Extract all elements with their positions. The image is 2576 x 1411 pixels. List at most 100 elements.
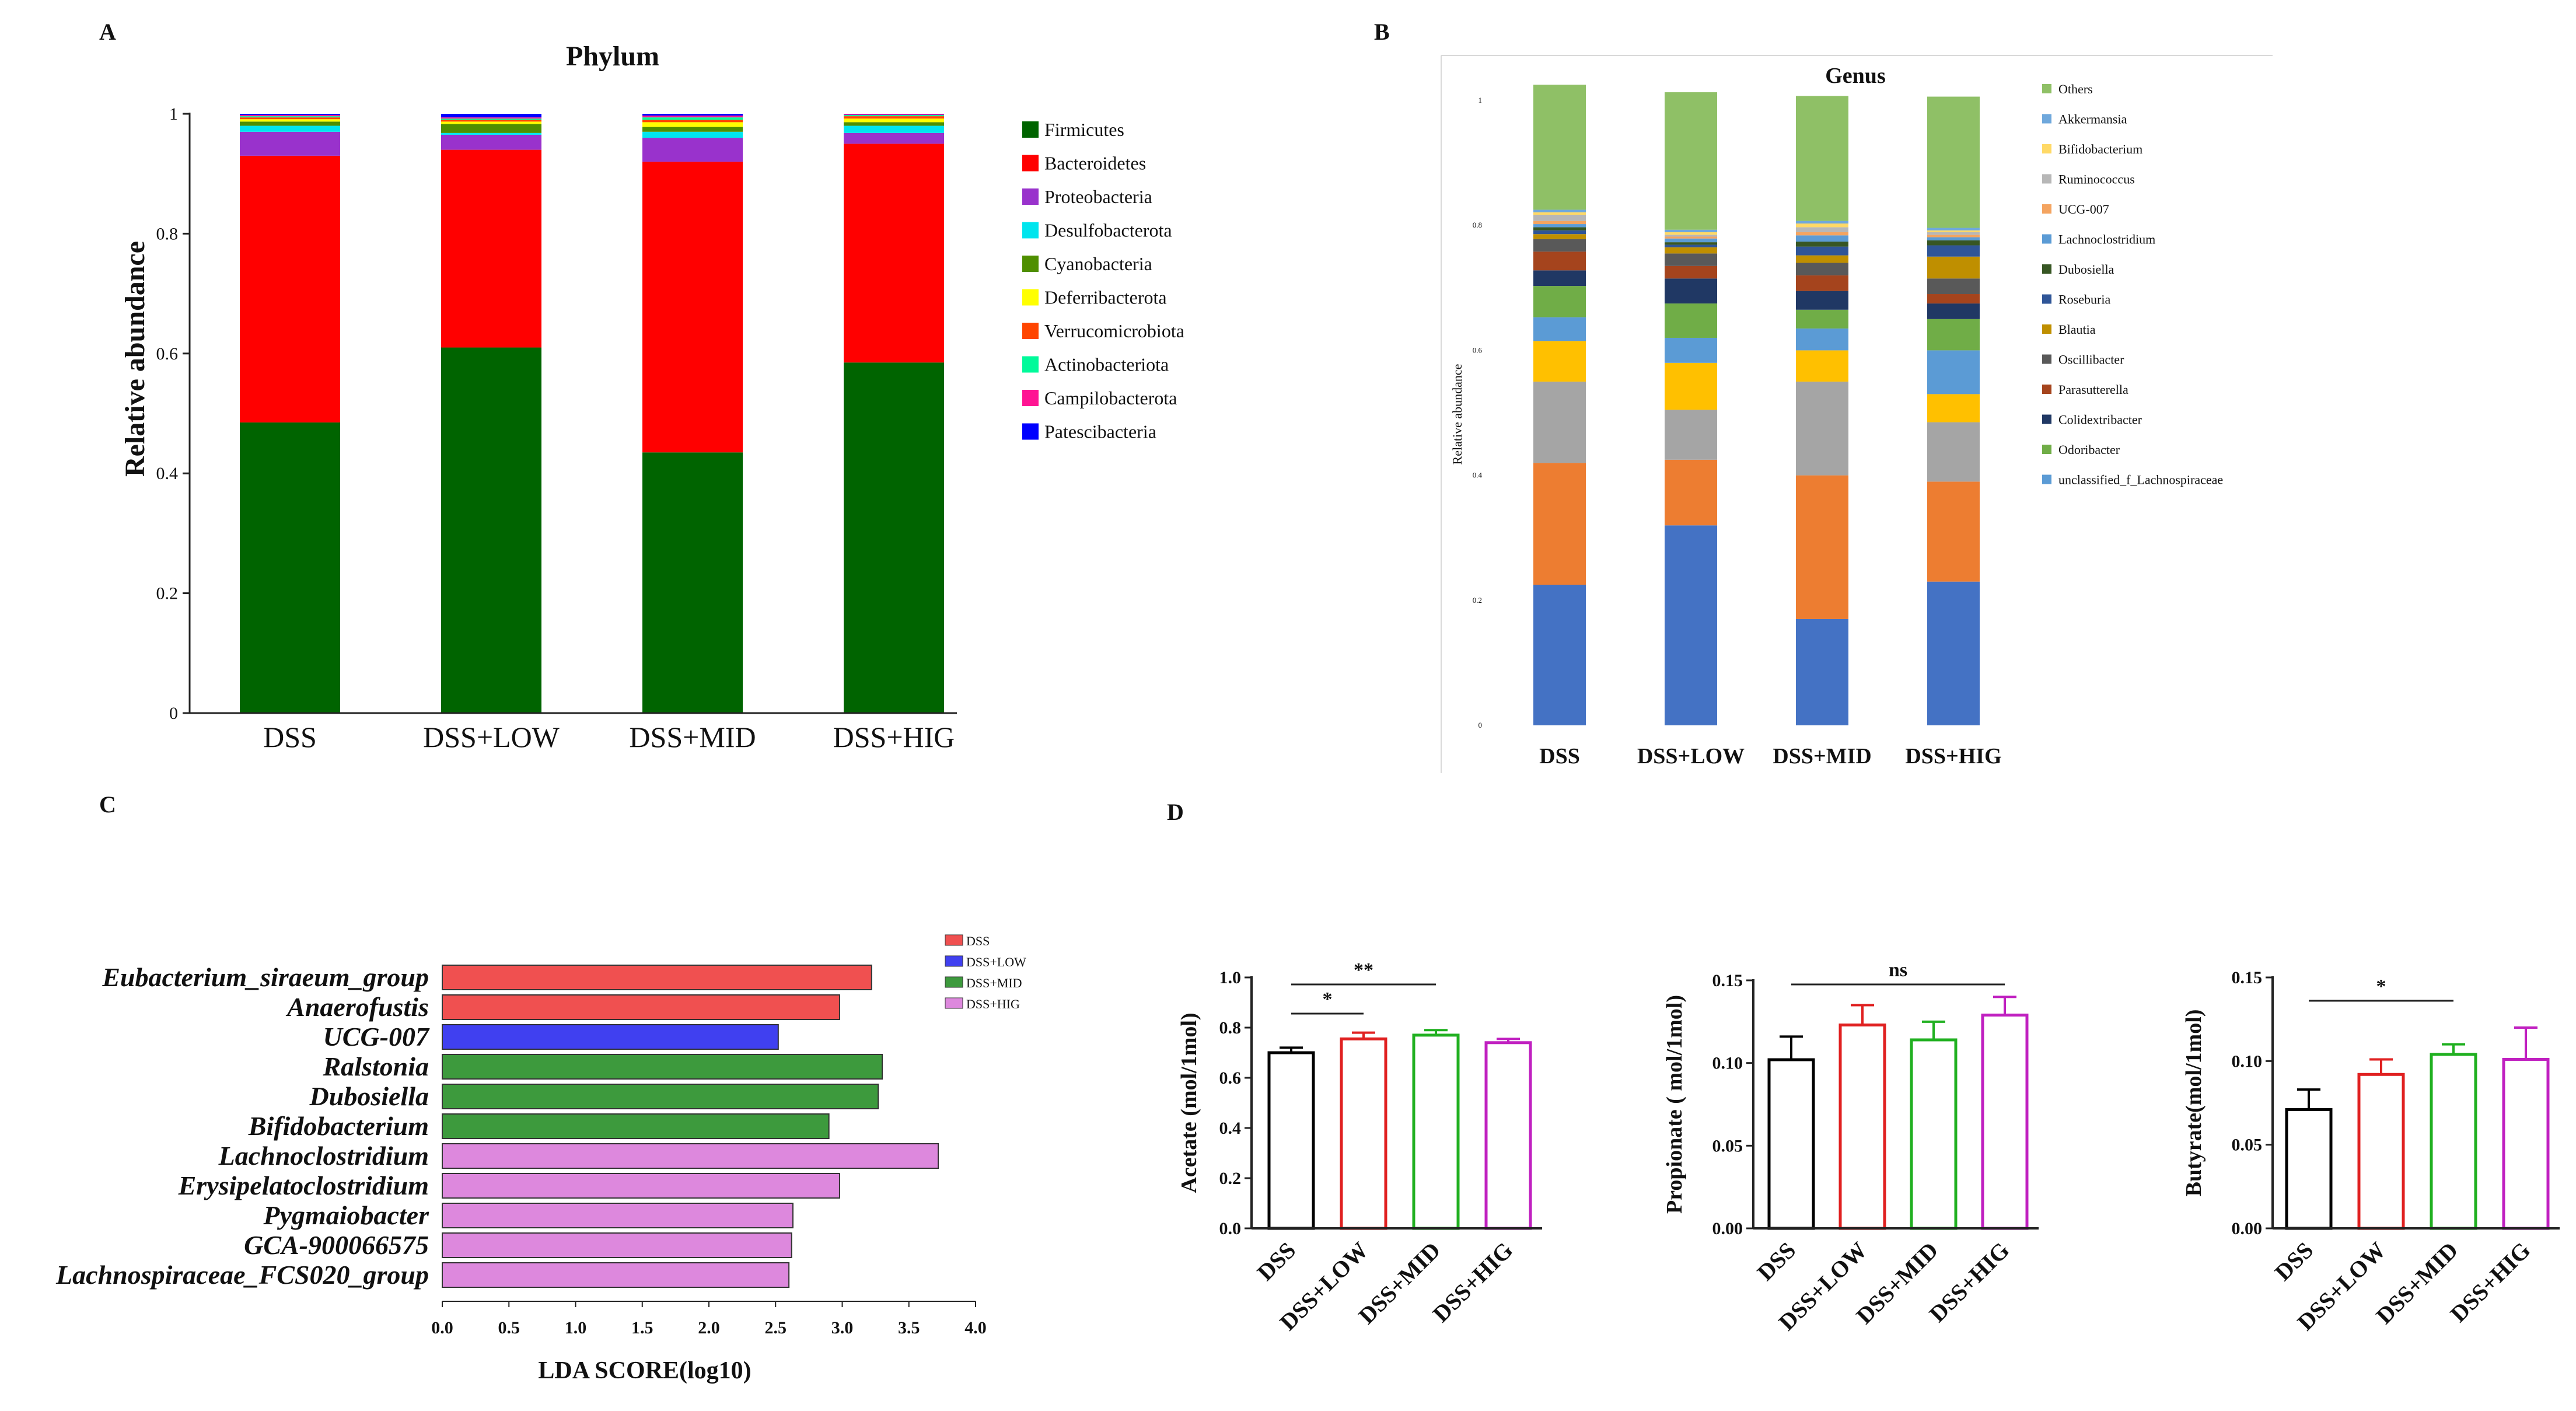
bar-dubosiella-dss-mid [1796, 242, 1848, 247]
bar-cyanobacteria-dss-low [441, 124, 541, 133]
bar-bacteroidetes-dss-hig [844, 144, 944, 363]
bar-bacteroidetes-dss-mid [642, 162, 743, 453]
bar-parasutterella-dss-hig [1927, 294, 1980, 304]
legend-swatch-colidextribacter [2042, 414, 2051, 424]
taxon-label-lachnospiraceae-fcs020-group: Lachnospiraceae_FCS020_group [55, 1260, 429, 1290]
legend-swatch-roseburia [2042, 294, 2051, 304]
y-axis-label: Butyrate(mol/1mol) [2182, 1010, 2206, 1197]
panel-label-a: A [99, 19, 116, 45]
bar-ucg-007-dss [1533, 221, 1586, 225]
lda-bar-eubacterium-siraeum-group [442, 965, 872, 990]
bar-ucg-007-dss-hig [1927, 235, 1980, 238]
y-tick-label: 0.15 [1712, 971, 1743, 990]
legend-swatch-others [2042, 84, 2051, 93]
bar-others-dss-low [1665, 92, 1717, 230]
bar-unclassified-f-lachnospiraceae-dss-mid [1796, 328, 1848, 351]
legend-label-lachnoclostridium: Lachnoclostridium [2058, 232, 2155, 247]
bar-dubosiella-dss-low [1665, 242, 1717, 245]
bar-ucg-007-dss-mid [1796, 232, 1848, 236]
x-tick-label: DSS+HIG [833, 721, 955, 753]
lda-bar-bifidobacterium [442, 1113, 830, 1139]
legend-label-oscillibacter: Oscillibacter [2058, 352, 2124, 367]
legend-label-roseburia: Roseburia [2058, 292, 2110, 307]
taxon-label-pygmaiobacter: Pygmaiobacter [263, 1200, 429, 1230]
x-tick-label: 2.5 [765, 1318, 787, 1337]
bar-verrucomicrobiota-dss-low [441, 120, 541, 122]
legend-label-others: Others [2058, 82, 2093, 96]
legend-swatch-firmicutes [1022, 121, 1039, 138]
y-tick-label: 0.8 [156, 224, 179, 243]
legend-swatch-actinobacteriota [1022, 356, 1039, 373]
lda-bar-ralstonia [442, 1054, 883, 1080]
bar-patescibacteria-dss-mid [642, 114, 743, 116]
y-tick-label: 0.6 [1473, 345, 1483, 354]
bar-segment-14-dss-hig [1927, 394, 1980, 422]
legend-label-bacteroidetes: Bacteroidetes [1044, 153, 1146, 174]
legend-label-parasutterella: Parasutterella [2058, 382, 2128, 397]
bar-firmicutes-dss-hig [844, 362, 944, 713]
x-tick-label: DSS [263, 721, 317, 753]
legend-swatch-odoribacter [2042, 445, 2051, 454]
bar-deferribacterota-dss-mid [642, 122, 743, 127]
significance-label: * [1323, 989, 1333, 1010]
bar-cyanobacteria-dss-hig [844, 122, 944, 126]
bar-dubosiella-dss [1533, 227, 1586, 230]
legend-swatch-dss-mid [945, 976, 963, 988]
bar-blautia-dss-mid [1796, 255, 1848, 263]
legend-swatch-proteobacteria [1022, 188, 1039, 205]
bar-ruminococcus-dss [1533, 214, 1586, 221]
bar-segment-14-dss [1533, 341, 1586, 382]
bar-segment-14-dss-low [1665, 362, 1717, 410]
bar-ucg-007-dss-low [1665, 236, 1717, 239]
legend-label-dss-mid: DSS+MID [966, 976, 1022, 990]
bar-bifidobacterium-dss [1533, 212, 1586, 215]
legend-swatch-unclassified-f-lachnospiraceae [2042, 474, 2051, 484]
bar-lachnoclostridium-dss-mid [1796, 235, 1848, 242]
bar-ruminococcus-dss-mid [1796, 227, 1848, 232]
x-tick-label: 0.5 [498, 1318, 520, 1337]
legend-label-bifidobacterium: Bifidobacterium [2058, 142, 2142, 156]
taxon-label-gca-900066575: GCA-900066575 [244, 1230, 429, 1260]
y-axis-label: Relative abundance [1450, 364, 1464, 465]
bar-segment-16-dss-mid [1796, 475, 1848, 619]
legend-label-desulfobacterota: Desulfobacterota [1044, 220, 1172, 241]
lda-bar-anaerofustis [442, 994, 840, 1020]
chart-title: Phylum [566, 41, 659, 72]
bar-roseburia-dss-low [1665, 245, 1717, 247]
y-tick-label: 0.0 [1219, 1219, 1242, 1238]
y-tick-label: 1.0 [1219, 968, 1242, 987]
bar-actinobacteriota-dss [240, 116, 340, 118]
x-tick-label: DSS+LOW [1637, 744, 1745, 769]
legend-swatch-ucg-007 [2042, 204, 2051, 214]
taxon-label-lachnoclostridium: Lachnoclostridium [218, 1141, 429, 1171]
bar-patescibacteria-dss [240, 114, 340, 116]
genus-chart: DSS DSS+LOW DSS+MID DSS+HIG 0 0.2 0.4 0.6 0.8 1 Ge… [1441, 55, 2273, 773]
bar-blautia-dss-low [1665, 247, 1717, 254]
y-tick-label: 0.8 [1219, 1018, 1242, 1038]
y-tick-label: 0.4 [1473, 471, 1483, 480]
x-axis-label: LDA SCORE(log10) [538, 1357, 751, 1384]
bar-firmicutes-dss-low [441, 347, 541, 713]
bar-akkermansia-dss-hig [1927, 228, 1980, 230]
y-tick-label: 0.00 [1712, 1219, 1743, 1238]
legend-label-cyanobacteria: Cyanobacteria [1044, 253, 1152, 274]
y-tick-label: 0.10 [1712, 1054, 1743, 1073]
legend-label-dss-hig: DSS+HIG [966, 997, 1020, 1011]
bar-desulfobacterota-dss [240, 125, 340, 132]
panel-label-c: C [99, 791, 116, 818]
bar-desulfobacterota-dss-low [441, 132, 541, 135]
bar-akkermansia-dss [1533, 209, 1586, 212]
taxon-label-bifidobacterium: Bifidobacterium [248, 1111, 429, 1141]
bar-lachnoclostridium-dss [1533, 224, 1586, 228]
legend-label-ucg-007: UCG-007 [2058, 202, 2109, 216]
bar-parasutterella-dss-mid [1796, 275, 1848, 291]
bar-bifidobacterium-dss-low [1665, 232, 1717, 235]
taxon-label-dubosiella: Dubosiella [309, 1081, 429, 1111]
bar-ruminococcus-dss-hig [1927, 232, 1980, 235]
y-tick-label: 0.6 [156, 344, 179, 364]
bar-colidextribacter-dss-hig [1927, 303, 1980, 319]
bar-lachnoclostridium-dss-low [1665, 238, 1717, 243]
bar-deferribacterota-dss-hig [844, 118, 944, 123]
lda-chart: Eubacterium_siraeum_groupAnaerofustisUCG… [55, 934, 1026, 1384]
bar-campilobacterota-dss-hig [844, 114, 944, 116]
